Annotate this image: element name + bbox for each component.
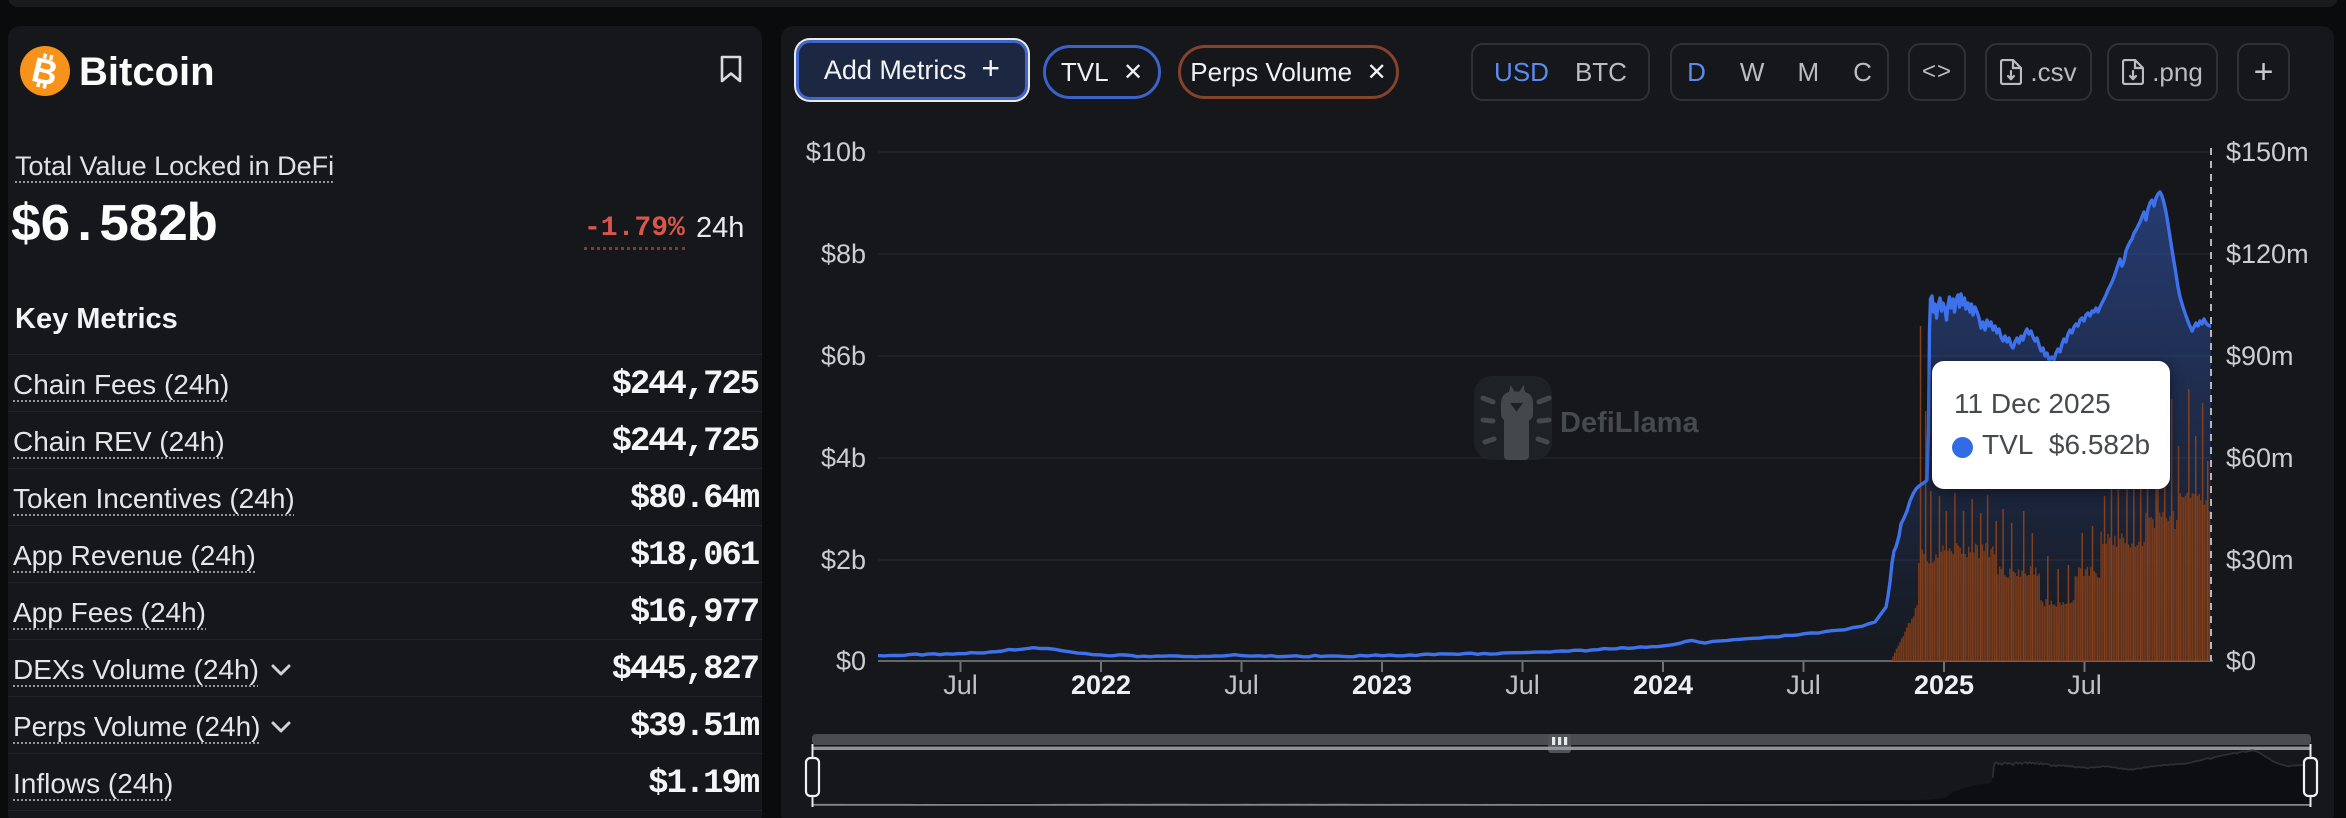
svg-text:Jul: Jul [1786, 670, 1821, 700]
svg-text:$10b: $10b [806, 137, 866, 167]
svg-text:Jul: Jul [1224, 670, 1259, 700]
svg-text:2023: 2023 [1352, 670, 1412, 700]
svg-text:$2b: $2b [821, 545, 866, 575]
svg-text:2024: 2024 [1633, 670, 1693, 700]
svg-text:2025: 2025 [1914, 670, 1974, 700]
svg-text:2022: 2022 [1071, 670, 1131, 700]
svg-text:$6b: $6b [821, 341, 866, 371]
svg-text:$90m: $90m [2226, 341, 2294, 371]
svg-text:$150m: $150m [2226, 137, 2309, 167]
svg-text:$0: $0 [2226, 646, 2256, 676]
svg-text:$60m: $60m [2226, 443, 2294, 473]
svg-text:Jul: Jul [2067, 670, 2102, 700]
svg-text:$120m: $120m [2226, 239, 2309, 269]
svg-text:Jul: Jul [943, 670, 978, 700]
svg-text:DefiLlama: DefiLlama [1560, 407, 1699, 439]
svg-text:$30m: $30m [2226, 545, 2294, 575]
svg-text:$4b: $4b [821, 443, 866, 473]
svg-text:$8b: $8b [821, 239, 866, 269]
svg-text:$0: $0 [836, 646, 866, 676]
svg-text:Jul: Jul [1505, 670, 1540, 700]
